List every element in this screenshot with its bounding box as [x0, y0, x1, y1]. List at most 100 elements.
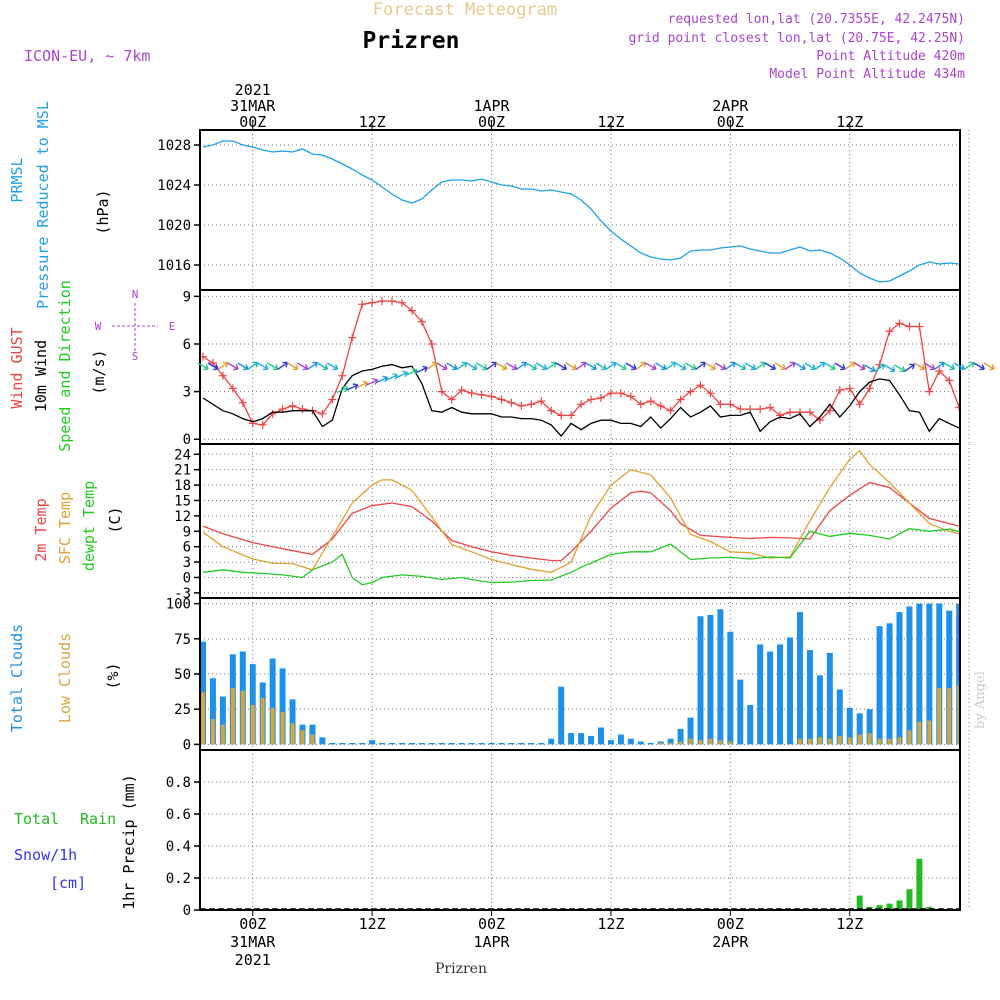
series-line: [202, 449, 960, 573]
bar: [708, 738, 713, 745]
bar: [260, 697, 265, 745]
wind-arrow-icon: [565, 362, 577, 371]
bar: [866, 709, 873, 745]
wind-arrow-icon: [525, 362, 538, 371]
ytick-label: 25: [174, 702, 191, 718]
wind-arrow-icon: [416, 365, 428, 374]
bar: [220, 724, 225, 745]
bar: [249, 664, 256, 745]
bar: [757, 644, 764, 745]
wind-arrow-icon: [774, 362, 786, 371]
ytick-label: 15: [174, 493, 191, 509]
bar: [906, 889, 913, 910]
panels-group: 1016 1020 1024 1028 PRMSL Pressure Reduced to…: [8, 101, 995, 919]
bar: [876, 626, 883, 745]
precip-snow-label: Snow/1h: [14, 846, 77, 864]
bar: [897, 737, 902, 745]
ytick-label: 21: [174, 463, 191, 479]
wind-arrow-icon: [346, 383, 359, 391]
wind-arrow-icon: [893, 364, 906, 373]
panel-label: Wind GUST: [8, 327, 26, 408]
wind-arrow-icon: [704, 362, 717, 371]
gust-marker: [358, 300, 367, 309]
bar: [319, 737, 326, 745]
wind-arrow-icon: [983, 362, 995, 371]
gust-marker: [626, 392, 635, 401]
bottom-time-label: 12Z: [836, 915, 863, 933]
wind-arrow-icon: [545, 361, 557, 371]
wind-arrow-icon: [376, 375, 389, 384]
wind-arrow-icon: [505, 362, 518, 371]
wind-arrow-icon: [834, 362, 846, 371]
gust-marker: [388, 297, 397, 306]
panel-label: SFC Temp: [56, 492, 74, 564]
panel-label: Speed and Direction: [56, 280, 74, 452]
bar: [310, 734, 315, 745]
wind-arrow-icon: [744, 362, 757, 371]
gust-marker: [945, 376, 954, 385]
ytick-label: 6: [183, 337, 191, 353]
bar: [270, 707, 275, 745]
gust-marker: [835, 386, 844, 395]
compass-south-label: S: [132, 350, 139, 363]
bar: [916, 858, 923, 910]
top-time-label: 2021: [235, 81, 271, 99]
gust-marker: [975, 407, 983, 415]
bottom-time-label: 2021: [235, 951, 271, 969]
bar: [816, 675, 823, 745]
gust-marker: [656, 401, 665, 410]
gust-marker: [756, 405, 765, 414]
wind-arrow-icon: [794, 362, 806, 371]
wind-arrow-icon: [943, 362, 956, 371]
wind-arrow-icon: [326, 362, 339, 371]
bar: [876, 905, 883, 910]
ytick-label: 3: [183, 555, 191, 571]
wind-arrow-icon: [436, 362, 448, 371]
footer-location: Prizren: [435, 961, 487, 977]
wind-arrow-icon: [277, 361, 289, 371]
info-line-4: Model Point Altitude 434m: [769, 67, 965, 82]
bar: [290, 723, 295, 745]
wind-arrow-icon: [555, 362, 568, 371]
wind-arrow-icon: [595, 362, 607, 371]
bar: [359, 742, 366, 745]
bar: [568, 733, 575, 745]
gust-marker: [935, 366, 944, 375]
bottom-time-label: 1APR: [473, 933, 510, 951]
panel-label: 10m Wind: [32, 340, 50, 412]
ytick-label: 75: [174, 632, 191, 648]
ytick-label: 0.6: [166, 807, 191, 823]
bar: [488, 742, 495, 745]
bar: [528, 742, 535, 745]
plot-area: [200, 603, 971, 745]
bar: [857, 734, 862, 745]
ytick-label: 1024: [157, 178, 191, 194]
gust-marker: [905, 322, 914, 331]
wind-arrow-icon: [495, 362, 508, 371]
bar: [967, 694, 971, 745]
bar: [728, 741, 733, 745]
model-name: ICON-EU, ~ 7km: [24, 47, 150, 65]
ytick-label: -3: [174, 586, 191, 602]
gust-marker: [636, 400, 645, 409]
wind-arrow-icon: [296, 362, 309, 371]
bar: [240, 690, 245, 745]
bar: [926, 603, 933, 745]
bar: [806, 650, 813, 745]
bar: [886, 623, 893, 745]
ytick-label: 1028: [157, 138, 191, 154]
bar: [667, 738, 674, 745]
bar: [707, 614, 714, 745]
gust-marker: [437, 387, 446, 396]
panel-label: PRMSL: [8, 157, 26, 202]
bar: [927, 720, 932, 745]
panel-label: (m/s): [90, 349, 108, 394]
bar: [846, 707, 853, 745]
gust-marker: [666, 406, 675, 415]
gust-marker: [447, 395, 456, 404]
ytick-label: 3: [183, 385, 191, 401]
bar: [957, 685, 960, 745]
wind-arrow-icon: [396, 370, 409, 379]
bar: [826, 652, 833, 745]
